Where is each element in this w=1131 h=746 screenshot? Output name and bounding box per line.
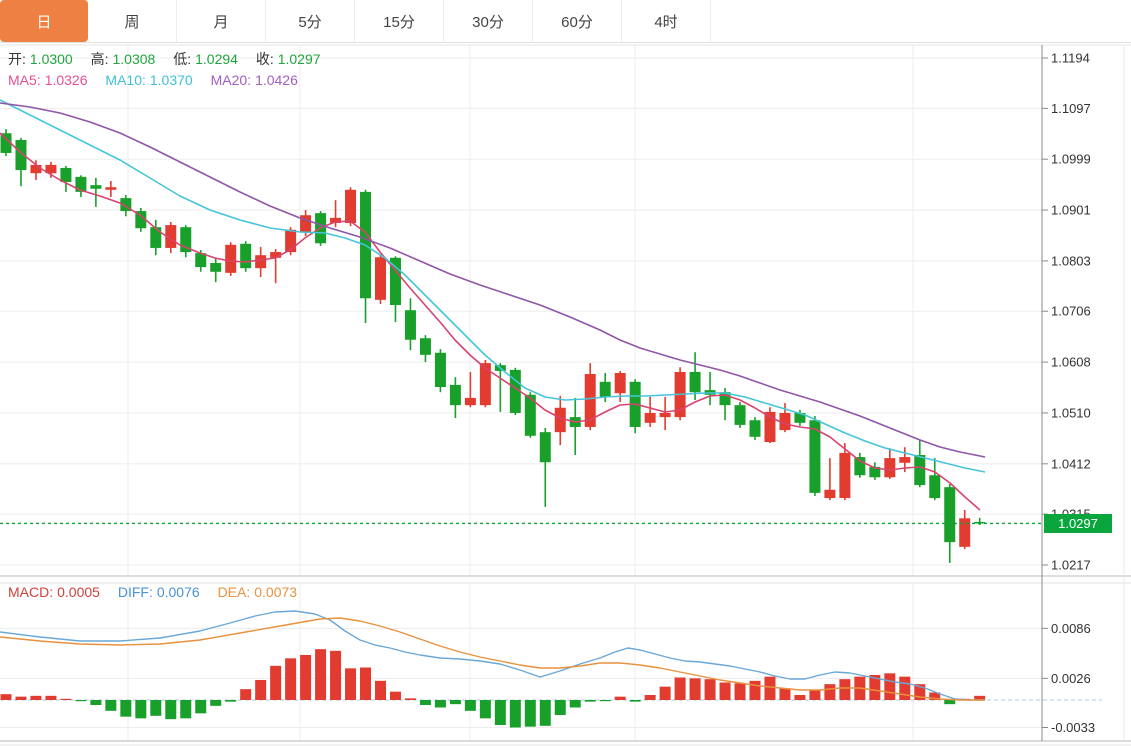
macd-label: MACD: — [8, 584, 54, 600]
tab-15min[interactable]: 15分 — [355, 0, 444, 42]
y-axis-label: 1.0217 — [1051, 558, 1091, 573]
tab-month[interactable]: 月 — [177, 0, 266, 42]
tab-5min[interactable]: 5分 — [266, 0, 355, 42]
gridlines — [0, 45, 1042, 741]
macd-value: 0.0005 — [57, 584, 100, 600]
ma10-label: MA10: — [105, 72, 146, 88]
open-value: 1.0300 — [29, 51, 73, 67]
y-axis-label: 1.0412 — [1051, 456, 1091, 471]
tab-30min[interactable]: 30分 — [444, 0, 533, 42]
ma-lines — [0, 99, 986, 511]
y-axis-labels: 1.1194 1.1097 1.0999 1.0901 1.0803 1.0706 1.06… — [1042, 51, 1095, 735]
tab-4hour[interactable]: 4时 — [622, 0, 711, 42]
ma-readout: MA5: 1.0326 MA10: 1.0370 MA20: 1.0426 — [8, 72, 302, 88]
y-axis-label: 1.0901 — [1051, 203, 1091, 218]
y-axis-label: 1.0608 — [1051, 355, 1091, 370]
macd-lines — [0, 610, 985, 701]
diff-value: 0.0076 — [156, 584, 200, 600]
candlesticks — [0, 129, 986, 563]
dea-label: DEA: — [217, 584, 251, 600]
y-axis-label: 1.0510 — [1051, 405, 1091, 420]
high-value: 1.0308 — [112, 51, 156, 67]
y-axis-label: 0.0026 — [1051, 671, 1091, 686]
macd-histogram — [0, 649, 986, 728]
close-label: 收: — [255, 51, 274, 67]
panel-borders — [0, 44, 1131, 746]
tab-week[interactable]: 周 — [88, 0, 177, 42]
ohlc-readout: 开: 1.0300 高: 1.0308 低: 1.0294 收: 1.0297 — [8, 49, 325, 69]
low-value: 1.0294 — [195, 51, 238, 67]
diff-label: DIFF: — [117, 584, 153, 600]
y-axis-label: -0.0033 — [1051, 720, 1095, 735]
tab-60min[interactable]: 60分 — [533, 0, 622, 42]
high-label: 高: — [90, 51, 109, 67]
ma5-label: MA5: — [8, 72, 41, 88]
close-value: 1.0297 — [277, 51, 321, 67]
timeframe-tabbar: 日 周 月 5分 15分 30分 60分 4时 — [0, 0, 1131, 43]
low-label: 低: — [173, 51, 192, 67]
y-axis-label: 1.1097 — [1051, 101, 1091, 116]
tab-day[interactable]: 日 — [0, 0, 88, 42]
y-axis-label: 0.0086 — [1051, 621, 1091, 636]
dea-value: 0.0073 — [254, 584, 298, 600]
ma10-value: 1.0370 — [149, 72, 193, 88]
ma5-value: 1.0326 — [44, 72, 88, 88]
y-axis-label: 1.0803 — [1051, 253, 1091, 268]
y-axis-label: 1.1194 — [1051, 51, 1090, 66]
open-label: 开: — [8, 51, 26, 67]
last-price-badge: 1.0297 — [1044, 514, 1112, 533]
ma20-value: 1.0426 — [255, 72, 298, 88]
macd-readout: MACD: 0.0005 DIFF: 0.0076 DEA: 0.0073 — [8, 584, 301, 600]
y-axis-label: 1.0999 — [1051, 152, 1091, 167]
y-axis-label: 1.0706 — [1051, 304, 1091, 319]
ma20-label: MA20: — [210, 72, 252, 88]
